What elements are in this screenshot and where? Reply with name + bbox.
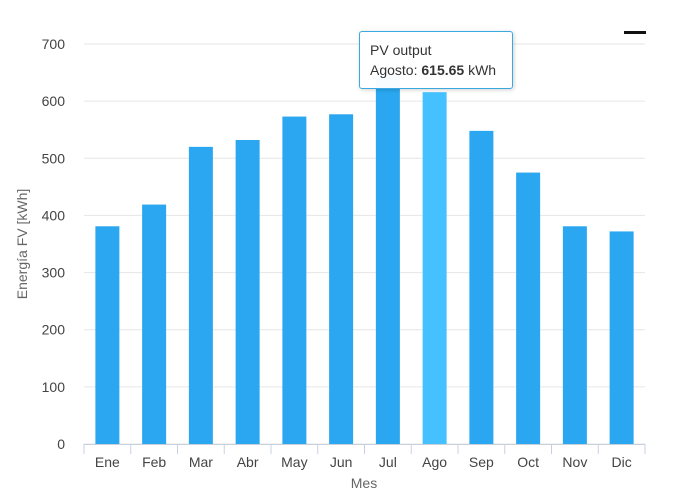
bar-abr[interactable] xyxy=(235,140,260,444)
tooltip-label: Agosto: xyxy=(370,62,418,78)
bar-may[interactable] xyxy=(282,116,307,445)
tooltip-body: Agosto: 615.65 kWh xyxy=(370,60,502,80)
bar-series xyxy=(95,75,634,445)
tooltip: PV output Agosto: 615.65 kWh xyxy=(359,31,513,89)
x-axis-title: Mes xyxy=(351,475,377,491)
x-tick-label: Nov xyxy=(562,454,587,470)
x-tick-label: Feb xyxy=(142,454,166,470)
x-tick-label: May xyxy=(281,454,307,470)
y-tick-label: 200 xyxy=(42,322,66,338)
x-tick-label: Dic xyxy=(612,454,632,470)
x-tick-label: Oct xyxy=(517,454,539,470)
tooltip-title: PV output xyxy=(370,42,432,58)
bar-nov[interactable] xyxy=(562,226,587,444)
y-tick-label: 400 xyxy=(42,207,66,223)
x-tick-label: Jul xyxy=(379,454,397,470)
y-tick-label: 600 xyxy=(42,93,66,109)
x-axis: Ene Feb Mar Abr May Jun Jul Ago Sep Oct Nov Dic xyxy=(83,444,646,470)
bar-ene[interactable] xyxy=(95,226,120,444)
y-axis: 0 100 200 300 400 500 600 700 xyxy=(42,36,66,452)
bar-sep[interactable] xyxy=(469,130,494,444)
x-tick-label: Jun xyxy=(330,454,353,470)
bar-feb[interactable] xyxy=(142,204,167,444)
tooltip-value: 615.65 xyxy=(421,62,465,78)
bar-jun[interactable] xyxy=(329,114,354,445)
y-tick-label: 700 xyxy=(42,36,66,52)
x-tick-label: Sep xyxy=(469,454,494,470)
tooltip-unit: kWh xyxy=(468,62,497,78)
y-tick-label: 0 xyxy=(57,436,65,452)
x-tick-label: Mar xyxy=(189,454,213,470)
y-tick-label: 500 xyxy=(42,150,66,166)
y-tick-label: 100 xyxy=(42,379,66,395)
x-tick-label: Ene xyxy=(95,454,120,470)
y-axis-title: Energía FV [kWh] xyxy=(14,189,30,299)
bar-dic[interactable] xyxy=(609,231,634,444)
x-tick-label: Ago xyxy=(422,454,447,470)
bar-oct[interactable] xyxy=(516,172,541,445)
x-tick-label: Abr xyxy=(237,454,259,470)
bar-jul[interactable] xyxy=(375,75,400,444)
grid-lines xyxy=(84,43,645,445)
bar-mar[interactable] xyxy=(188,146,213,444)
menu-icon[interactable] xyxy=(624,31,646,34)
bar-ago[interactable] xyxy=(422,92,447,444)
y-tick-label: 300 xyxy=(42,265,66,281)
